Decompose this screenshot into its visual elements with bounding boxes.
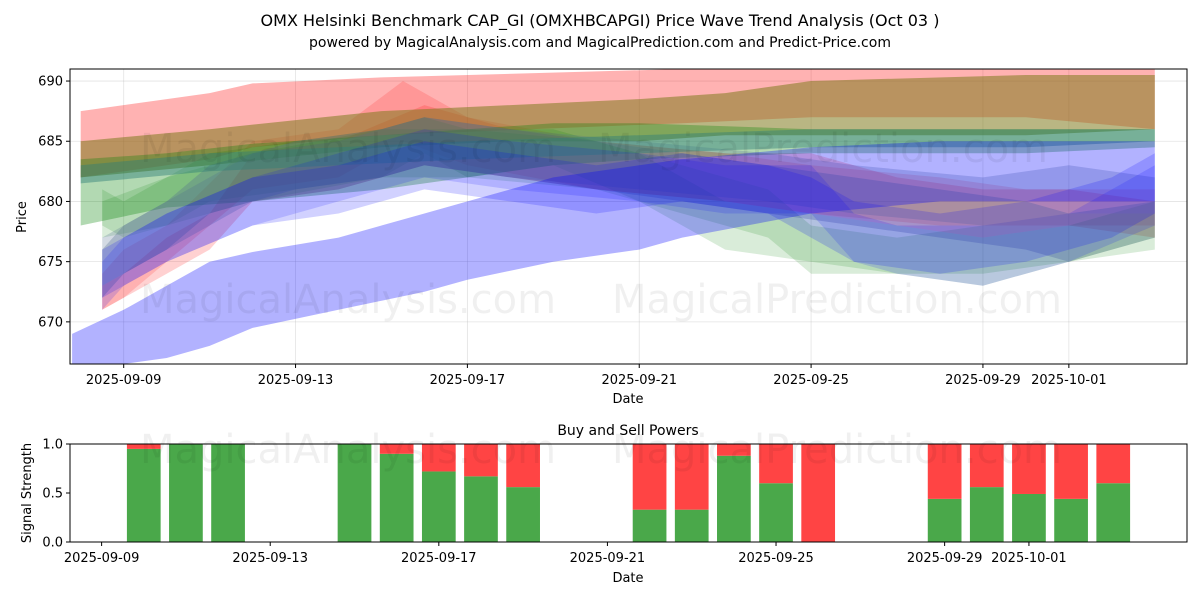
sell-bar [759, 444, 793, 484]
buy-bar [211, 444, 245, 542]
buy-bar [1012, 493, 1046, 542]
price-y-tick-label: 685 [38, 135, 63, 150]
price-band-slate-8 [102, 117, 1155, 286]
signal-x-tick-label: 2025-10-01 [991, 551, 1067, 566]
sell-bar [379, 444, 414, 454]
buy-bar [1054, 498, 1088, 542]
price-band-blue-10 [72, 141, 1155, 364]
price-y-tick-label: 690 [38, 75, 63, 90]
sell-bar [126, 444, 161, 449]
signal-x-axis-label: Date [612, 571, 643, 586]
signal-y-tick-label: 0.5 [42, 487, 63, 502]
sell-bar [421, 444, 456, 472]
price-band-blue-12 [102, 141, 1155, 298]
buy-bar [421, 471, 456, 542]
price-band-green-4 [80, 123, 1155, 226]
signal-panel: Buy and Sell Powers MagicalAnalysis.com … [20, 423, 1188, 586]
price-y-tick-label: 670 [38, 315, 63, 330]
sell-bar [464, 444, 498, 477]
signal-x-tick-label: 2025-09-09 [64, 551, 140, 566]
buy-bar [1096, 483, 1131, 542]
buy-bar [379, 453, 414, 542]
signal-x-tick-label: 2025-09-17 [401, 551, 477, 566]
price-x-tick-label: 2025-09-29 [945, 373, 1021, 388]
signal-plot-frame [69, 443, 1188, 543]
price-panel: MagicalAnalysis.com MagicalPrediction.co… [15, 68, 1188, 407]
sell-bar [1012, 444, 1046, 494]
signal-x-tick-label: 2025-09-13 [232, 551, 308, 566]
signal-x-tick-label: 2025-09-29 [907, 551, 983, 566]
sell-bar [506, 444, 540, 488]
price-x-tick-label: 2025-10-01 [1031, 373, 1107, 388]
buy-bar [464, 476, 498, 542]
sell-bar [632, 444, 667, 510]
price-bands [72, 69, 1155, 364]
price-x-tick-label: 2025-09-17 [430, 373, 506, 388]
sell-bar [674, 444, 709, 510]
signal-y-tick-label: 0.0 [42, 536, 63, 551]
sell-bar [1054, 444, 1088, 499]
buy-bar [506, 487, 540, 542]
buy-bar [927, 498, 962, 542]
watermark-signal-left: MagicalAnalysis.com [140, 427, 556, 473]
signal-y-axis-label: Signal Strength [20, 443, 35, 543]
price-band-red-1 [102, 105, 1155, 310]
price-x-tick-label: 2025-09-13 [258, 373, 334, 388]
chart-title: OMX Helsinki Benchmark CAP_GI (OMXHBCAPG… [261, 11, 940, 31]
price-plot-frame [69, 68, 1188, 365]
watermark-right-top: MagicalPrediction.com [598, 126, 1048, 172]
buy-bar [674, 509, 709, 542]
price-band-blue-11 [102, 129, 1155, 310]
buy-bar [169, 444, 203, 542]
chart-subtitle: powered by MagicalAnalysis.com and Magic… [309, 35, 891, 51]
buy-bar [337, 444, 372, 542]
signal-panel-title: Buy and Sell Powers [557, 423, 698, 439]
sell-bar [717, 444, 751, 456]
price-x-tick-label: 2025-09-21 [601, 373, 677, 388]
sell-bar [801, 444, 836, 542]
price-axis-ticks: 2025-09-09 2025-09-13 2025-09-17 2025-09-21… [38, 75, 1106, 388]
signal-axis-ticks: 2025-09-09 2025-09-13 2025-09-17 2025-09-21… [42, 438, 1066, 567]
sell-bar [1096, 444, 1131, 484]
sell-bar [927, 444, 962, 499]
buy-bar [759, 483, 793, 542]
buy-bar [126, 448, 161, 542]
watermark-left-bottom: MagicalAnalysis.com [140, 277, 556, 323]
price-band-olive-3 [80, 75, 1155, 178]
signal-y-tick-label: 1.0 [42, 438, 63, 453]
price-band-teal-9 [80, 129, 1155, 184]
watermark-signal-right: MagicalPrediction.com [612, 427, 1062, 473]
price-y-tick-label: 680 [38, 195, 63, 210]
watermark-left-top: MagicalAnalysis.com [140, 126, 556, 172]
watermark-right-bottom: MagicalPrediction.com [612, 277, 1062, 323]
signal-x-tick-label: 2025-09-25 [738, 551, 814, 566]
price-x-tick-label: 2025-09-25 [773, 373, 849, 388]
price-band-green-5 [102, 117, 1155, 286]
sell-bar [969, 444, 1004, 488]
signal-bars [126, 444, 1131, 542]
price-x-tick-label: 2025-09-09 [86, 373, 162, 388]
price-band-slate-7 [102, 117, 1155, 298]
price-band-green-6 [102, 129, 1155, 274]
price-y-tick-label: 675 [38, 255, 63, 270]
signal-x-tick-label: 2025-09-21 [570, 551, 646, 566]
buy-bar [717, 455, 751, 542]
buy-bar [969, 487, 1004, 542]
price-y-axis-label: Price [15, 201, 30, 233]
buy-bar [632, 509, 667, 542]
price-x-axis-label: Date [612, 392, 643, 407]
